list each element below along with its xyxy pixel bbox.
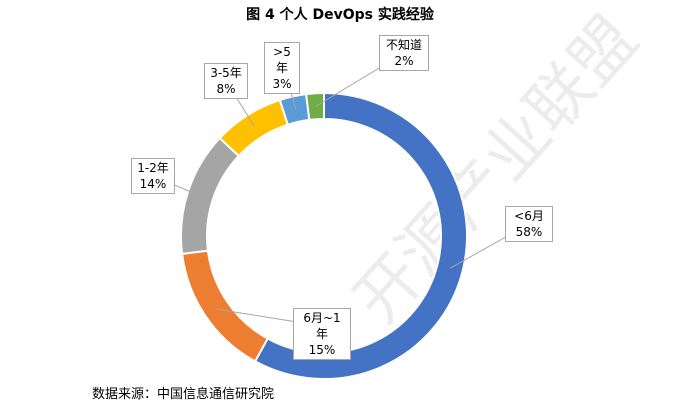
slice-label-value: 14%: [139, 177, 167, 191]
slice-label-5: 不知道 2%: [379, 35, 429, 71]
slice-label-value: 2%: [394, 54, 414, 68]
slice-label-value: 8%: [216, 82, 236, 96]
slice-label-0: <6月 58%: [505, 206, 553, 242]
slice-label-name: 1-2年: [137, 161, 169, 175]
slice-2: [180, 136, 241, 256]
slice-0: [253, 91, 468, 380]
slice-label-4: >5年 3%: [264, 42, 300, 94]
slice-label-1: 6月~1年 15%: [293, 308, 351, 360]
slice-label-name: <6月: [514, 209, 544, 223]
slice-5: [304, 91, 325, 122]
slice-label-value: 3%: [272, 77, 292, 91]
slice-label-name: >5年: [273, 45, 291, 75]
slice-label-value: 15%: [308, 343, 336, 357]
slice-3: [218, 98, 290, 158]
slice-label-name: 6月~1年: [303, 311, 341, 341]
data-source: 数据来源：中国信息通信研究院: [92, 387, 275, 402]
slice-label-name: 3-5年: [210, 66, 242, 80]
slice-1: [181, 249, 269, 363]
slice-label-value: 58%: [515, 225, 543, 239]
slice-label-3: 3-5年 8%: [204, 63, 248, 99]
chart-title: 图 4 个人 DevOps 实践经验: [246, 7, 434, 23]
slice-label-name: 不知道: [385, 38, 422, 52]
slice-label-2: 1-2年 14%: [131, 158, 175, 194]
